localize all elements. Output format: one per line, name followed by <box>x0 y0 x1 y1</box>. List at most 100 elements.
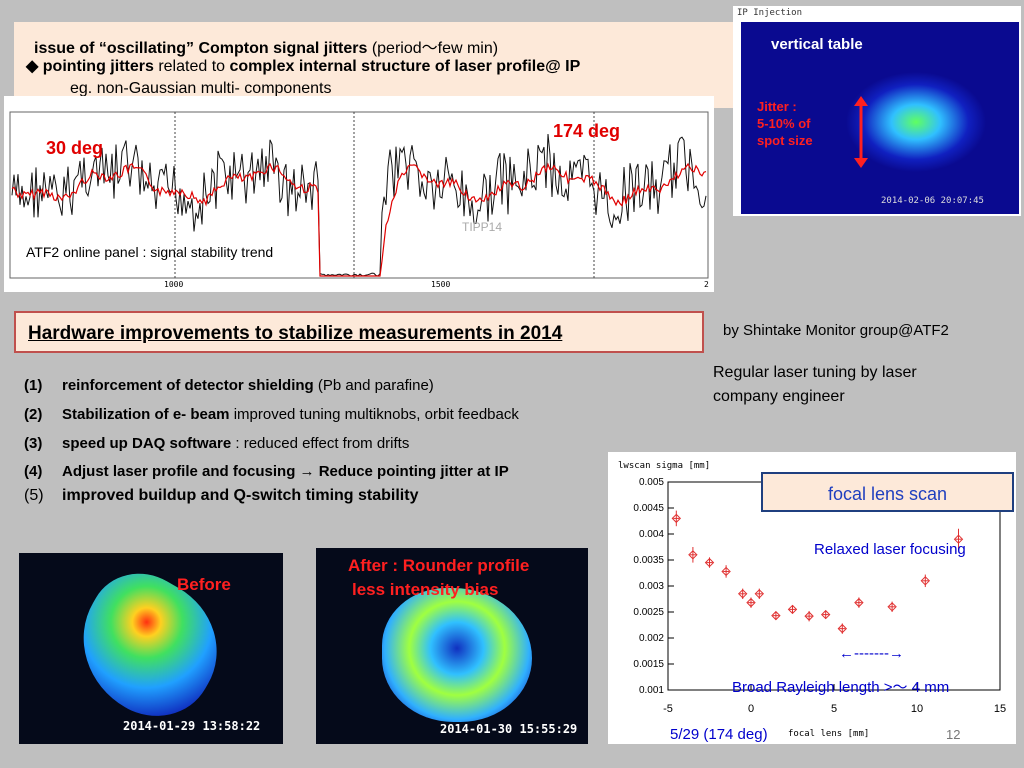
before-profile-image: Before 2014-01-29 13:58:22 <box>19 553 283 744</box>
scan-date-text: 5/29 (174 deg) <box>670 726 768 743</box>
item-rest: : reduced effect from drifts <box>231 435 410 452</box>
x-tick-label: 0 <box>748 703 754 715</box>
item-rest: improved tuning multiknobs, orbit feedba… <box>229 406 519 423</box>
vertical-table-title: vertical table <box>771 36 863 53</box>
label-174-deg: 174 deg <box>553 121 621 141</box>
data-point <box>671 510 682 527</box>
y-tick-label: 0.002 <box>639 633 664 644</box>
item-bold: Stabilization of e- beam <box>62 406 230 423</box>
tuning-line-1: Regular laser tuning by laser <box>713 364 917 381</box>
issue-line-2: ◆ pointing jitters related to complex in… <box>26 56 580 76</box>
tick-end: 2 <box>704 280 709 289</box>
ip-timestamp: 2014-02-06 20:07:45 <box>881 196 984 206</box>
pointing-jitters-text: pointing jitters <box>42 58 154 75</box>
improvement-item-5: (5) improved buildup and Q-switch timing … <box>24 487 418 505</box>
data-point <box>953 528 964 550</box>
after-label-1: After : Rounder profile <box>348 556 530 575</box>
x-tick-label: 10 <box>911 703 923 715</box>
after-label-2: less intensity bias <box>352 580 499 599</box>
laser-profile-text: complex internal structure of laser prof… <box>229 58 581 75</box>
trend-caption: ATF2 online panel : signal stability tre… <box>26 244 274 260</box>
before-label: Before <box>177 575 231 594</box>
lens-scan-chart: lwscan sigma [mm] 0.001 0.0015 0.002 0.0025… <box>618 461 1006 739</box>
item-number: (2) <box>24 406 43 423</box>
jitter-line-2: 5-10% of <box>757 116 811 131</box>
hardware-title-box: Hardware improvements to stabilize measu… <box>14 311 704 353</box>
tick-1000: 1000 <box>164 280 183 289</box>
y-tick-label: 0.0015 <box>633 659 664 670</box>
data-point <box>887 601 897 612</box>
plot-frame <box>667 481 1001 691</box>
data-point <box>920 574 931 588</box>
y-axis-label: lwscan sigma [mm] <box>618 461 710 471</box>
data-point <box>721 565 731 578</box>
data-point <box>737 588 748 599</box>
tipp14-watermark: TIPP14 <box>462 220 503 234</box>
item-bold: improved buildup and Q-switch timing sta… <box>62 487 419 504</box>
x-tick-label: 15 <box>994 703 1006 715</box>
after-timestamp: 2014-01-30 15:55:29 <box>440 722 578 736</box>
label-30-deg: 30 deg <box>46 138 104 158</box>
jitter-note: Jitter : 5-10% of spot size <box>757 98 813 149</box>
data-point <box>746 597 756 608</box>
issue-period: (period～few min) <box>367 40 499 57</box>
page-number: 12 <box>946 727 961 742</box>
data-point <box>754 588 765 599</box>
vertical-table-image: vertical table Jitter : 5-10% of spot si… <box>741 22 1019 214</box>
signal-trend-plot: 1000 1500 2 <box>9 111 709 289</box>
y-tick-label: 0.004 <box>639 529 664 540</box>
item-bold: Adjust laser profile and focusing → Redu… <box>62 463 509 480</box>
relaxed-focusing-text: Relaxed laser focusing <box>814 541 966 558</box>
jitter-line-3: spot size <box>757 133 813 148</box>
lens-title: focal lens scan <box>827 484 948 504</box>
item-number: (4) <box>24 463 43 480</box>
y-tick-label: 0.0035 <box>633 555 664 566</box>
issue-title: issue of “oscillating” Compton signal ji… <box>34 40 368 57</box>
y-tick-label: 0.001 <box>639 685 664 696</box>
jitter-line-1: Jitter : <box>757 99 797 114</box>
data-point <box>804 610 814 622</box>
jitter-arrow-icon <box>854 96 868 168</box>
issue-example: eg. non-Gaussian multi- components <box>70 80 332 97</box>
data-point <box>771 610 781 621</box>
y-tick-label: 0.0025 <box>633 607 664 618</box>
rayleigh-length-text: Broad Rayleigh length >～ 4 mm <box>732 679 950 696</box>
item-number: (3) <box>24 435 43 452</box>
improvement-item-1: (1) reinforcement of detector shielding (… <box>24 377 434 394</box>
improvement-item-2: (2) Stabilization of e- beam improved tun… <box>24 406 519 423</box>
rayleigh-arrow-icon: ←-------→ <box>839 645 904 662</box>
data-point <box>854 597 864 608</box>
ip-injection-screenshot: IP Injection vertical table Jitter : 5-1… <box>733 6 1021 216</box>
item-bold: reinforcement of detector shielding <box>62 377 314 394</box>
y-tick-label: 0.0045 <box>633 503 664 514</box>
before-timestamp: 2014-01-29 13:58:22 <box>123 719 261 733</box>
x-tick-label: 5 <box>831 703 837 715</box>
ip-injection-header: IP Injection <box>737 8 803 18</box>
issue-line-1: issue of “oscillating” Compton signal ji… <box>34 34 498 58</box>
x-axis-label: focal lens [mm] <box>788 729 869 739</box>
x-tick-label: -5 <box>663 703 673 715</box>
improvement-item-4: (4) Adjust laser profile and focusing → R… <box>24 463 509 480</box>
data-point <box>787 604 798 615</box>
credit-text: by Shintake Monitor group@ATF2 <box>723 322 949 339</box>
y-tick-label: 0.003 <box>639 581 664 592</box>
item-number: (1) <box>24 377 43 394</box>
tuning-line-2: company engineer <box>713 388 845 405</box>
item-rest: (Pb and parafine) <box>313 377 434 394</box>
lens-title-box: focal lens scan <box>761 472 1014 512</box>
item-bold: speed up DAQ software <box>62 435 232 452</box>
improvement-item-3: (3) speed up DAQ software : reduced effec… <box>24 435 409 452</box>
data-point <box>837 623 848 634</box>
hardware-title: Hardware improvements to stabilize measu… <box>28 323 563 344</box>
tick-1500: 1500 <box>431 280 450 289</box>
data-point <box>704 557 715 568</box>
y-tick-label: 0.005 <box>639 477 664 488</box>
diamond-bullet-icon: ◆ <box>26 58 39 75</box>
after-profile-image: After : Rounder profile less intensity b… <box>316 548 588 744</box>
data-point <box>688 547 698 563</box>
issue-note-box: issue of “oscillating” Compton signal ji… <box>14 22 736 108</box>
signal-trend-panel: 1000 1500 2 30 deg 174 deg TIPP14 ATF2 o… <box>4 96 714 292</box>
item-number: (5) <box>24 487 44 504</box>
data-point <box>820 609 831 620</box>
after-beam-spot <box>382 588 532 722</box>
